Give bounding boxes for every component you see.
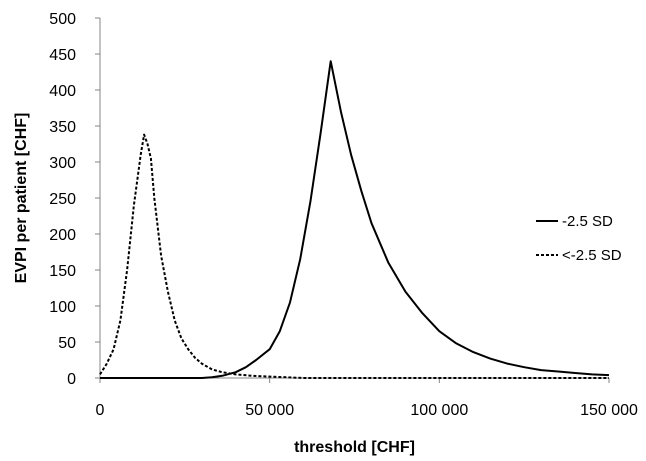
y-tick-label: 500: [49, 11, 76, 28]
series-line-solid: [100, 60, 610, 379]
y-tick-label: 450: [49, 47, 76, 64]
y-tick-label: 300: [49, 155, 76, 172]
y-tick-label: 100: [49, 299, 76, 316]
y-tick-label: 250: [49, 191, 76, 208]
y-tick-label: 150: [49, 263, 76, 280]
legend-label-series-2: <-2.5 SD: [562, 247, 622, 264]
y-tick-label: 0: [67, 371, 76, 388]
series-line-dashed: [99, 133, 609, 379]
series-lines: [99, 60, 610, 379]
legend-label-series-1: -2.5 SD: [562, 213, 613, 230]
x-tick-label: 150 000: [580, 402, 638, 419]
legend: -2.5 SD <-2.5 SD: [536, 213, 622, 264]
y-tick-label: 350: [49, 119, 76, 136]
y-tick-label: 400: [49, 83, 76, 100]
x-tick-label: 0: [96, 402, 105, 419]
axes: [99, 18, 609, 379]
x-tick-label: 100 000: [410, 402, 468, 419]
x-axis-ticks: 0 50 000 100 000 150 000: [96, 378, 638, 419]
y-axis-ticks: 0 50 100 150 200 250 300 350 400 450 500: [49, 11, 100, 388]
y-tick-label: 200: [49, 227, 76, 244]
x-tick-label: 50 000: [245, 402, 294, 419]
y-axis-title: EVPI per patient [CHF]: [13, 113, 30, 284]
y-tick-label: 50: [58, 335, 76, 352]
x-axis-title: threshold [CHF]: [294, 439, 415, 456]
